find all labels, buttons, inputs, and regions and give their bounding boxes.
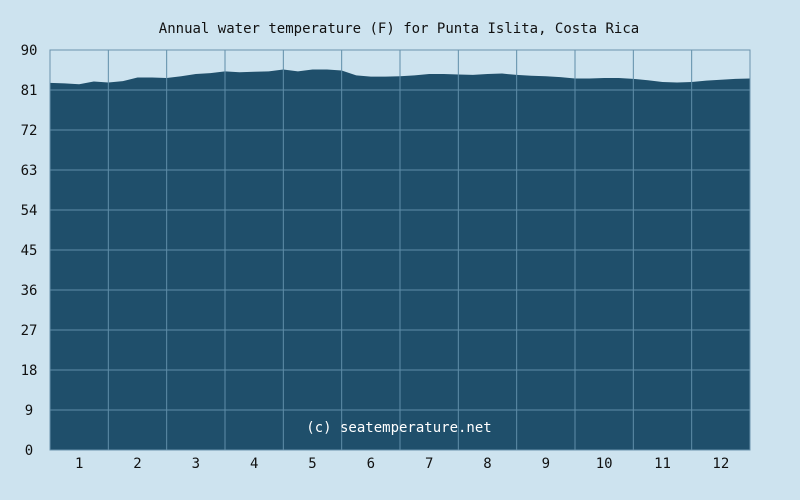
x-tick-label: 12: [712, 456, 729, 472]
y-tick-label: 18: [21, 363, 38, 379]
x-tick-label: 11: [654, 456, 671, 472]
y-tick-label: 27: [21, 323, 38, 339]
y-tick-label: 72: [21, 123, 38, 139]
y-tick-label: 90: [21, 43, 38, 59]
y-tick-label: 0: [25, 443, 33, 459]
x-tick-label: 8: [483, 456, 491, 472]
x-tick-label: 7: [425, 456, 433, 472]
x-tick-label: 9: [542, 456, 550, 472]
y-tick-label: 36: [21, 283, 38, 299]
x-tick-label: 4: [250, 456, 258, 472]
y-tick-label: 45: [21, 243, 38, 259]
x-tick-label: 10: [596, 456, 613, 472]
x-tick-label: 6: [367, 456, 375, 472]
x-tick-label: 1: [75, 456, 83, 472]
x-tick-label: 3: [192, 456, 200, 472]
x-tick-label: 5: [308, 456, 316, 472]
y-tick-label: 54: [21, 203, 38, 219]
y-tick-label: 81: [21, 83, 38, 99]
x-tick-label: 2: [133, 456, 141, 472]
chart-title: Annual water temperature (F) for Punta I…: [159, 21, 639, 37]
watermark-text: (c) seatemperature.net: [306, 420, 491, 436]
y-tick-label: 9: [25, 403, 33, 419]
plot-border: [49, 49, 751, 451]
y-tick-label: 63: [21, 163, 38, 179]
